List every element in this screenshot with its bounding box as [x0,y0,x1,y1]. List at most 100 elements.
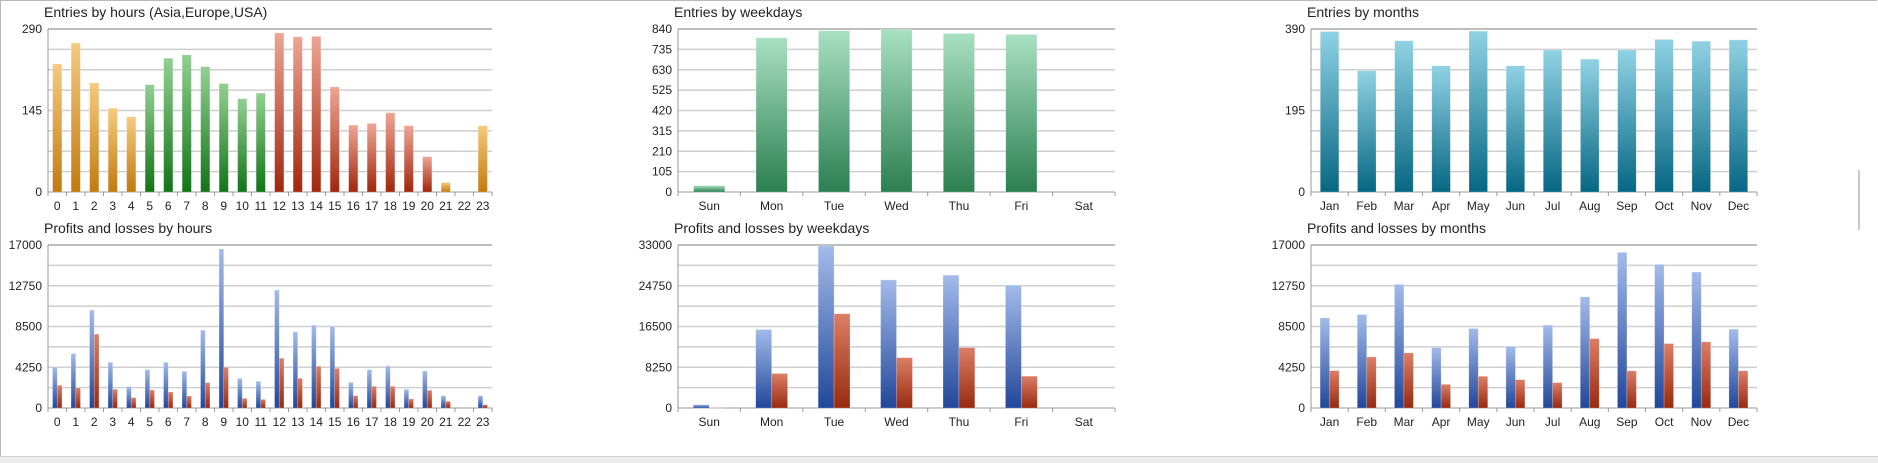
x-tick-label: Aug [1579,415,1600,429]
y-tick-label: 0 [1298,401,1305,415]
bar-profits-Feb [1357,315,1366,408]
bar-profits-18 [386,366,391,408]
y-tick-label: 525 [652,83,672,97]
y-tick-label: 0 [1298,185,1305,199]
pnl-months-chart: Profits and losses by months042508500127… [1272,220,1757,429]
bar-losses-7 [187,396,192,408]
x-tick-label: Aug [1579,199,1600,213]
x-tick-label: Sun [699,415,720,429]
bar-losses-Fri [1021,376,1037,408]
bar-profits-May [1469,329,1478,408]
bar-profits-2 [90,310,95,408]
bar-entries-Sun [694,186,725,192]
bar-losses-Thu [959,348,975,408]
bar-losses-11 [261,399,266,408]
bar-losses-13 [298,378,303,408]
x-tick-label: 10 [236,199,250,213]
x-tick-label: Mon [760,199,783,213]
bar-profits-Thu [943,275,959,408]
bar-profits-19 [404,389,409,408]
x-tick-label: Jan [1320,415,1339,429]
y-tick-label: 12750 [9,279,43,293]
bar-entries-Tue [818,31,849,192]
bar-entries-23 [478,126,487,192]
x-tick-label: 5 [146,415,153,429]
bar-profits-23 [478,396,483,408]
x-tick-label: Mar [1394,415,1415,429]
bar-profits-Oct [1655,264,1664,408]
bar-entries-Wed [881,29,912,192]
x-tick-label: 9 [220,199,227,213]
pnl-weekdays-chart: Profits and losses by weekdays0825016500… [639,220,1115,429]
bar-losses-Feb [1367,357,1376,408]
bar-profits-5 [145,370,150,408]
bar-losses-18 [390,386,395,408]
bar-profits-17 [367,370,372,408]
x-tick-label: 14 [310,199,324,213]
x-tick-label: Jun [1506,199,1525,213]
x-tick-label: Dec [1728,199,1749,213]
bar-losses-17 [372,386,377,408]
y-tick-label: 210 [652,144,672,158]
bar-entries-15 [330,87,339,192]
y-tick-label: 8500 [15,320,42,334]
bar-entries-0 [53,64,62,192]
bar-losses-12 [279,358,284,408]
bar-losses-Wed [897,358,913,408]
bar-entries-Fri [1006,34,1037,192]
x-tick-label: 16 [347,415,361,429]
y-tick-label: 0 [665,401,672,415]
bar-entries-Jan [1320,32,1339,192]
bar-profits-12 [275,290,280,408]
x-tick-label: 5 [146,199,153,213]
x-tick-label: 4 [128,415,135,429]
bar-profits-Mar [1394,284,1403,408]
bar-entries-11 [256,93,265,192]
bar-losses-15 [335,368,340,408]
x-tick-label: Feb [1356,415,1377,429]
bar-losses-Aug [1590,339,1599,408]
bar-profits-Fri [1005,285,1021,408]
bar-profits-Dec [1729,329,1738,408]
bar-entries-18 [386,113,395,192]
x-tick-label: 22 [458,415,472,429]
x-tick-label: 18 [384,415,398,429]
x-tick-label: 0 [54,415,61,429]
bar-entries-Jul [1543,50,1562,192]
x-tick-label: 11 [255,199,268,213]
x-tick-label: 6 [165,415,172,429]
bar-entries-Apr [1432,66,1451,192]
bar-entries-21 [441,182,450,192]
bar-losses-0 [57,385,62,408]
bar-entries-3 [108,108,117,192]
bar-losses-4 [131,398,136,408]
x-tick-label: 19 [402,199,416,213]
bar-profits-Sun [693,405,709,408]
x-tick-label: 19 [402,415,416,429]
bar-losses-2 [94,334,99,408]
x-tick-label: 13 [291,199,305,213]
bar-profits-Aug [1580,297,1589,408]
y-tick-label: 33000 [639,238,673,252]
y-tick-label: 8500 [1278,320,1305,334]
bar-losses-10 [242,398,247,408]
x-tick-label: 2 [91,415,98,429]
bar-profits-Jan [1320,318,1329,408]
y-tick-label: 4250 [15,360,42,374]
bar-losses-6 [168,392,173,408]
bar-profits-8 [201,330,206,408]
x-tick-label: 16 [347,199,361,213]
x-tick-label: Mon [760,415,783,429]
y-tick-label: 195 [1285,104,1305,118]
x-tick-label: Nov [1691,199,1712,213]
bar-losses-Apr [1441,384,1450,408]
chart-title: Profits and losses by hours [44,220,212,236]
bar-profits-4 [127,387,132,408]
bar-entries-Nov [1692,41,1711,192]
x-tick-label: May [1467,199,1490,213]
bar-profits-0 [53,367,58,408]
bar-losses-9 [224,367,229,408]
bar-losses-8 [205,383,210,408]
bar-profits-7 [182,371,187,408]
bar-entries-Aug [1580,59,1599,192]
